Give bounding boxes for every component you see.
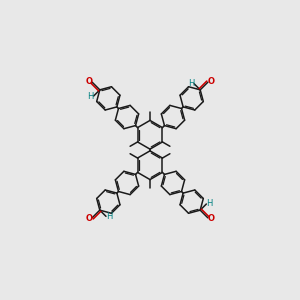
Text: H: H (188, 79, 194, 88)
Text: O: O (207, 214, 214, 223)
Text: H: H (206, 199, 212, 208)
Text: O: O (86, 77, 93, 86)
Text: O: O (86, 214, 93, 223)
Text: H: H (88, 92, 94, 101)
Text: H: H (106, 212, 112, 221)
Text: O: O (207, 77, 214, 86)
